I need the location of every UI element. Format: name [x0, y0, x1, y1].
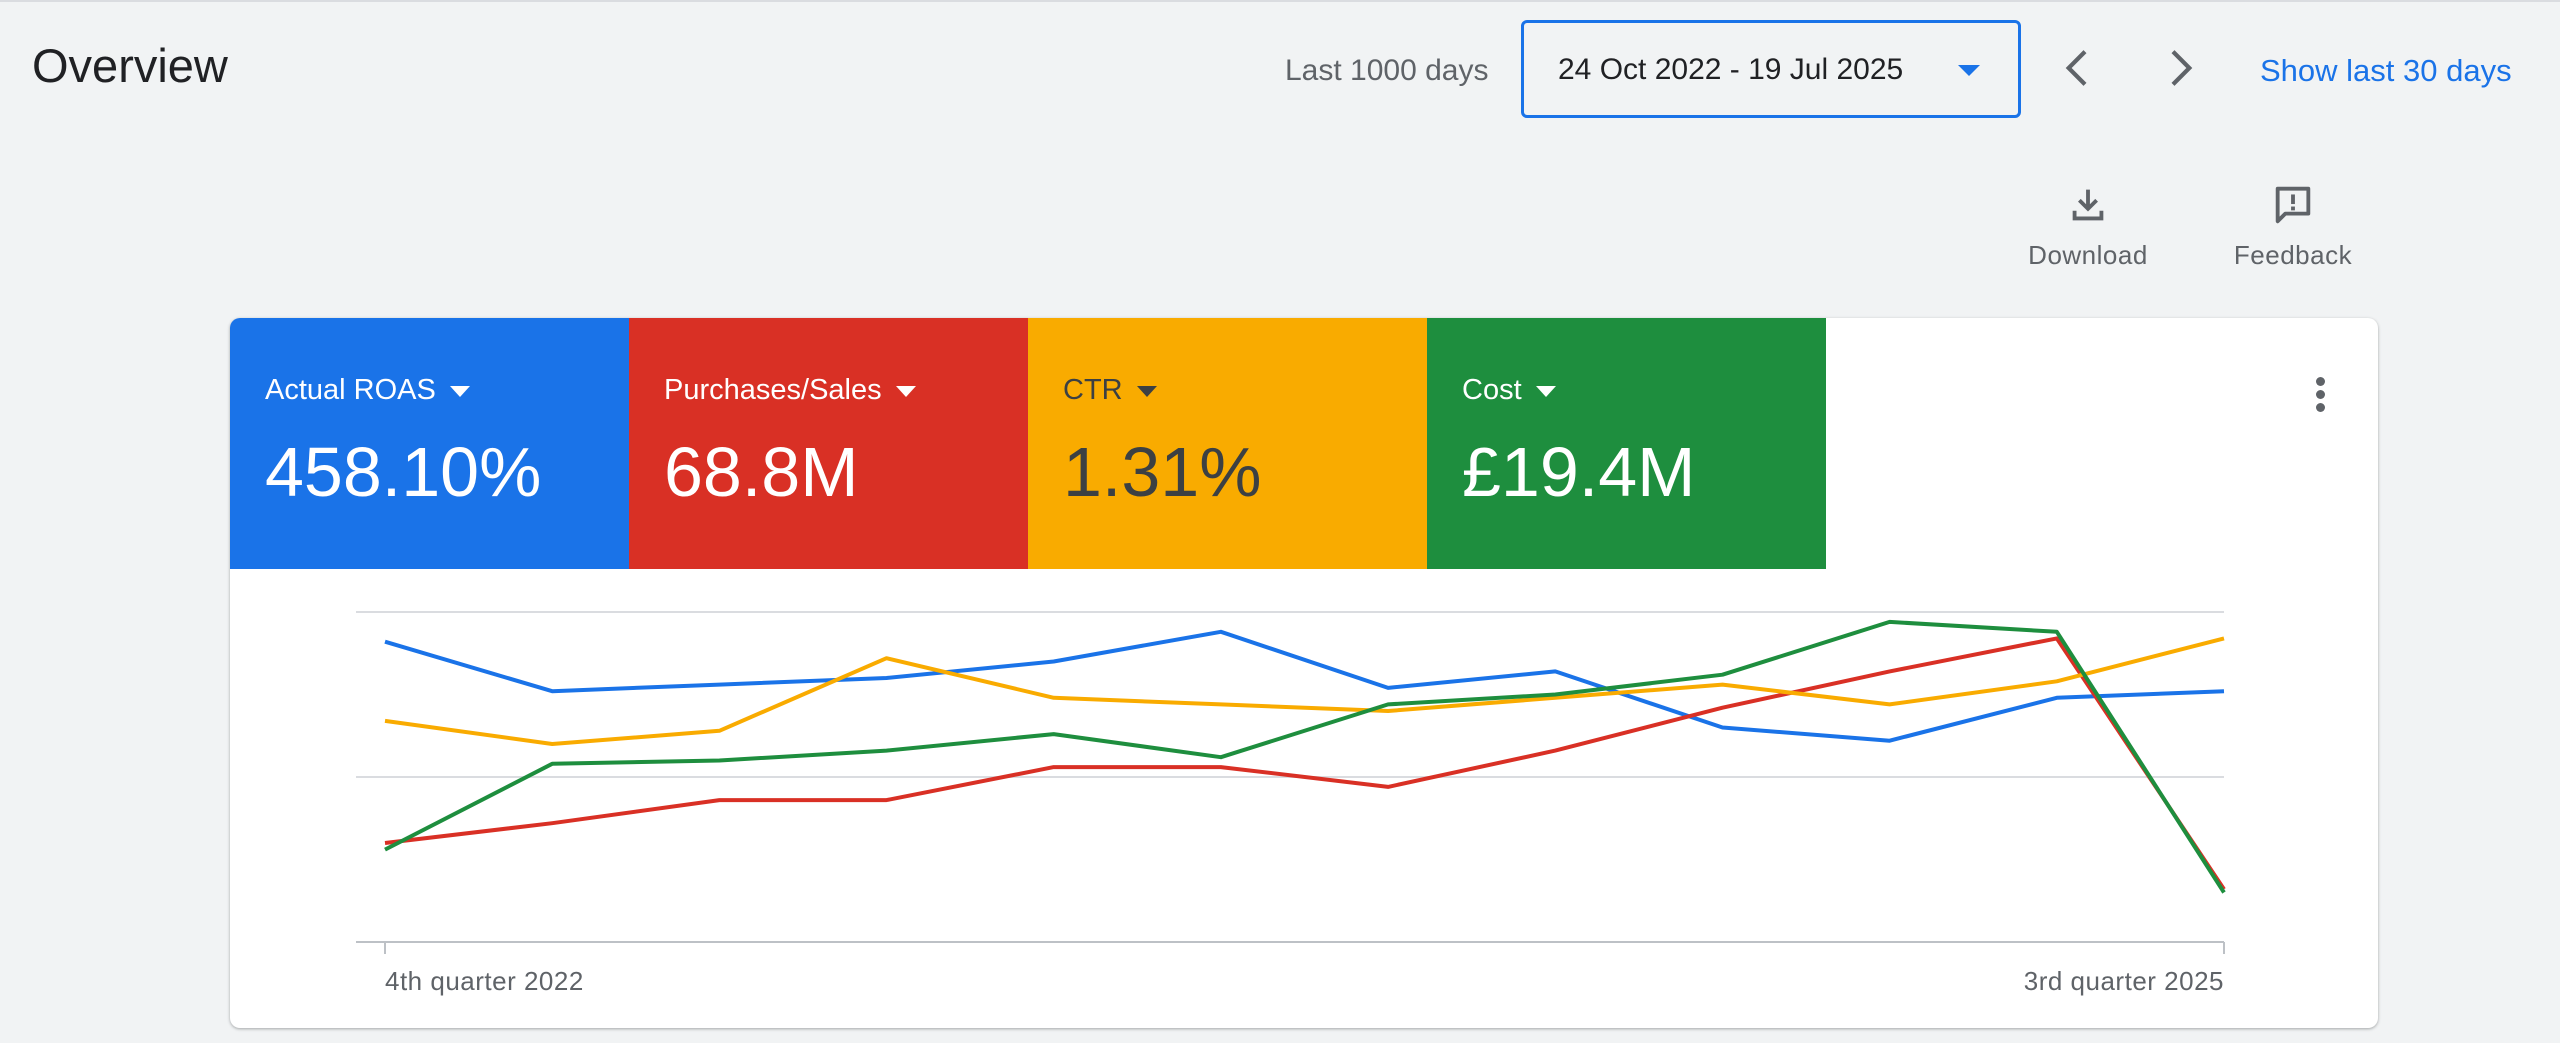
page-title: Overview	[32, 39, 228, 92]
series-line-actual-roas	[384, 629, 2225, 743]
metric-value: £19.4M	[1462, 433, 1696, 511]
metric-value: 458.10%	[265, 433, 542, 511]
dropdown-arrow-icon	[895, 385, 916, 397]
metric-name-label: Cost	[1462, 374, 1522, 406]
metric-name-label: Purchases/Sales	[664, 374, 882, 406]
previous-period-button[interactable]	[2050, 40, 2106, 96]
metric-value: 1.31%	[1063, 433, 1262, 511]
range-label: Last 1000 days	[1285, 54, 1489, 87]
menu-dot	[2315, 390, 2325, 399]
x-tick-label: 4th quarter 2022	[385, 966, 584, 996]
more-vert-icon[interactable]	[2305, 373, 2335, 423]
download-button[interactable]: Download	[2013, 182, 2163, 271]
metric-tile-purchases-sales[interactable]: Purchases/Sales 68.8M	[629, 318, 1028, 569]
next-period-button[interactable]	[2152, 40, 2208, 96]
download-icon	[2072, 189, 2104, 221]
metric-tile-cost[interactable]: Cost £19.4M	[1427, 318, 1826, 569]
feedback-icon	[2275, 186, 2311, 224]
metric-name-label: CTR	[1063, 374, 1123, 406]
dropdown-arrow-icon	[1535, 385, 1556, 397]
series-line-ctr	[384, 636, 2225, 746]
series-line-cost	[384, 619, 2226, 894]
metric-name: CTR	[1063, 374, 1157, 407]
chevron-left-icon	[2065, 50, 2087, 86]
date-range-value: 24 Oct 2022 - 19 Jul 2025	[1558, 53, 1904, 86]
metric-value: 68.8M	[664, 433, 859, 511]
feedback-button[interactable]: Feedback	[2218, 182, 2368, 271]
chevron-right-icon	[2171, 50, 2193, 86]
menu-dot	[2315, 403, 2325, 412]
metric-name: Actual ROAS	[265, 374, 470, 407]
feedback-label: Feedback	[2233, 240, 2353, 270]
series-line-purchases-sales	[384, 636, 2226, 891]
metric-name: Purchases/Sales	[664, 374, 916, 407]
line-chart: 4th quarter 2022 3rd quarter 2025	[356, 611, 2226, 996]
dropdown-arrow-icon	[1958, 65, 1980, 76]
metric-name: Cost	[1462, 374, 1556, 407]
dropdown-arrow-icon	[449, 385, 470, 397]
x-tick-label: 3rd quarter 2025	[2024, 966, 2224, 996]
dropdown-arrow-icon	[1136, 385, 1157, 397]
show-last-30-days-link[interactable]: Show last 30 days	[2260, 53, 2512, 88]
download-label: Download	[2028, 240, 2148, 270]
metric-tile-ctr[interactable]: CTR 1.31%	[1028, 318, 1427, 569]
overview-chart-card: Actual ROAS 458.10% Purchases/Sales 68.8…	[230, 318, 2378, 1028]
date-range-picker[interactable]: 24 Oct 2022 - 19 Jul 2025	[1521, 20, 2021, 118]
metric-name-label: Actual ROAS	[265, 374, 436, 406]
menu-dot	[2315, 377, 2325, 386]
metric-tile-actual-roas[interactable]: Actual ROAS 458.10%	[230, 318, 629, 569]
top-divider	[0, 0, 2560, 2]
